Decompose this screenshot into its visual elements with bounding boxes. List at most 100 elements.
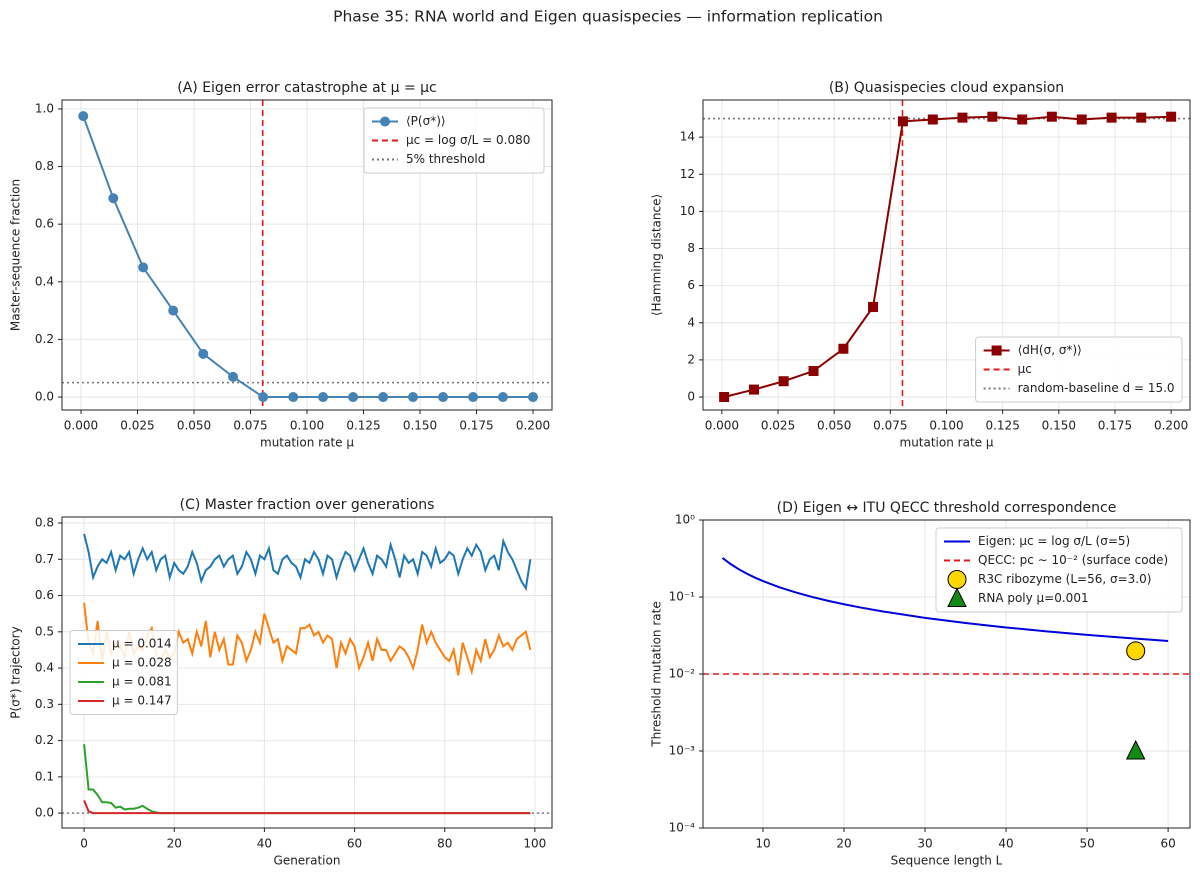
y-tick-label: 10 <box>680 204 695 218</box>
legend-marker <box>380 116 390 127</box>
marker <box>987 111 998 122</box>
x-tick-label: 0.000 <box>705 419 739 433</box>
x-tick-label: 10 <box>755 837 770 851</box>
figure-title: Phase 35: RNA world and Eigen quasispeci… <box>333 8 883 26</box>
x-tick-label: 0.150 <box>403 419 437 433</box>
marker <box>1136 112 1147 123</box>
axes-frame <box>61 99 553 411</box>
y-tick-label: 10⁻³ <box>669 744 696 758</box>
legend-label: R3C ribozyme (L=56, σ=3.0) <box>978 572 1151 586</box>
axes-frame <box>702 99 1191 411</box>
legend-box <box>975 336 1183 403</box>
y-tick-label: 0 <box>687 390 695 404</box>
x-tick-label: 0.200 <box>516 419 550 433</box>
x-tick-label: 30 <box>917 837 932 851</box>
legend-label: μ = 0.014 <box>112 637 172 651</box>
x-tick-label: 0.025 <box>120 419 154 433</box>
marker <box>438 392 449 403</box>
y-tick-label: 0.8 <box>35 516 54 530</box>
legend-label: μ = 0.081 <box>112 675 172 689</box>
x-tick-label: 0.175 <box>459 419 493 433</box>
y-tick-label: 2 <box>687 352 695 366</box>
marker <box>497 392 508 403</box>
marker <box>468 392 479 403</box>
x-tick-label: 40 <box>257 837 272 851</box>
legend-marker <box>947 587 967 607</box>
plot-area <box>703 100 1190 410</box>
marker <box>1126 641 1146 661</box>
x-tick-label: 60 <box>347 837 362 851</box>
x-tick-label: 0.200 <box>1154 419 1188 433</box>
x-tick-label: 0.050 <box>817 419 851 433</box>
marker <box>748 384 759 395</box>
x-tick-label: 0.025 <box>761 419 795 433</box>
y-tick-label: 10⁻¹ <box>669 590 696 604</box>
marker <box>318 392 329 403</box>
y-tick-label: 0.1 <box>35 769 54 783</box>
x-tick-label: 60 <box>1160 837 1175 851</box>
y-tick-label: 0.4 <box>35 661 54 675</box>
x-tick-label: 0.175 <box>1098 419 1132 433</box>
marker <box>138 262 149 273</box>
marker <box>168 305 179 316</box>
marker <box>719 392 730 403</box>
plot-area <box>703 557 1190 760</box>
marker <box>1017 114 1028 125</box>
chart-title: (B) Quasispecies cloud expansion <box>829 80 1064 96</box>
legend-label: ⟨P(σ*)⟩ <box>406 114 446 128</box>
x-axis-label: Sequence length L <box>891 854 1003 868</box>
legend-label: μ = 0.147 <box>112 694 172 708</box>
x-tick-label: 20 <box>167 837 182 851</box>
y-tick-label: 4 <box>687 315 695 329</box>
marker <box>927 114 938 125</box>
legend: ⟨dH(σ, σ*)⟩ μc random-baseline d = 15.0 <box>975 336 1183 403</box>
marker <box>198 348 209 359</box>
axes-frame <box>61 516 553 829</box>
chart-title: (A) Eigen error catastrophe at μ = μc <box>177 80 436 96</box>
x-tick-label: 100 <box>523 837 546 851</box>
marker <box>258 392 269 403</box>
series-line <box>83 533 532 592</box>
marker <box>868 301 879 312</box>
series-line <box>721 557 1169 643</box>
y-tick-label: 12 <box>680 167 695 181</box>
x-tick-label: 20 <box>836 837 851 851</box>
series-line <box>83 800 531 815</box>
y-tick-label: 0.2 <box>35 332 54 346</box>
marker <box>897 116 908 127</box>
x-tick-label: 0.075 <box>233 419 267 433</box>
marker <box>1106 112 1117 123</box>
y-tick-label: 10⁻⁴ <box>669 821 696 835</box>
series-line <box>83 744 531 815</box>
x-axis-label: mutation rate μ <box>900 436 994 450</box>
chart-title: (D) Eigen ↔ ITU QECC threshold correspon… <box>777 500 1117 516</box>
panel: 0 20 40 60 80 100 0.0 0.1 0.2 0.3 0.4 0.5 0.6 0.7 0.8 (… <box>9 497 553 868</box>
legend-label: 5% threshold <box>406 152 485 166</box>
legend-label: μc <box>1018 362 1032 376</box>
series-line <box>82 115 534 399</box>
legend-label: Eigen: μc = log σ/L (σ=5) <box>978 534 1130 548</box>
y-tick-label: 0.6 <box>35 217 54 231</box>
legend: μ = 0.014 μ = 0.028 μ = 0.081 μ = 0.147 <box>69 630 178 715</box>
y-tick-label: 0.0 <box>35 806 54 820</box>
plot-area <box>62 533 552 815</box>
marker <box>108 193 119 204</box>
x-tick-label: 0.150 <box>1042 419 1076 433</box>
legend: Eigen: μc = log σ/L (σ=5) QECC: pc ∼ 10⁻²… <box>935 527 1183 613</box>
x-tick-label: 0.050 <box>177 419 211 433</box>
y-tick-label: 0.7 <box>35 552 54 566</box>
y-tick-label: 0.8 <box>35 159 54 173</box>
marker <box>228 371 239 382</box>
y-tick-label: 8 <box>687 241 695 255</box>
x-tick-label: 0 <box>80 837 88 851</box>
legend-label: random-baseline d = 15.0 <box>1018 381 1175 395</box>
y-tick-label: 1.0 <box>35 101 54 115</box>
x-tick-label: 0.100 <box>929 419 963 433</box>
y-tick-label: 0.3 <box>35 697 54 711</box>
x-tick-label: 0.125 <box>985 419 1019 433</box>
marker <box>1166 111 1177 122</box>
x-tick-label: 0.075 <box>873 419 907 433</box>
legend: ⟨P(σ*)⟩ μc = log σ/L = 0.080 5% threshold <box>363 107 545 174</box>
legend-label: ⟨dH(σ, σ*)⟩ <box>1018 343 1082 357</box>
legend-box <box>935 527 1183 613</box>
